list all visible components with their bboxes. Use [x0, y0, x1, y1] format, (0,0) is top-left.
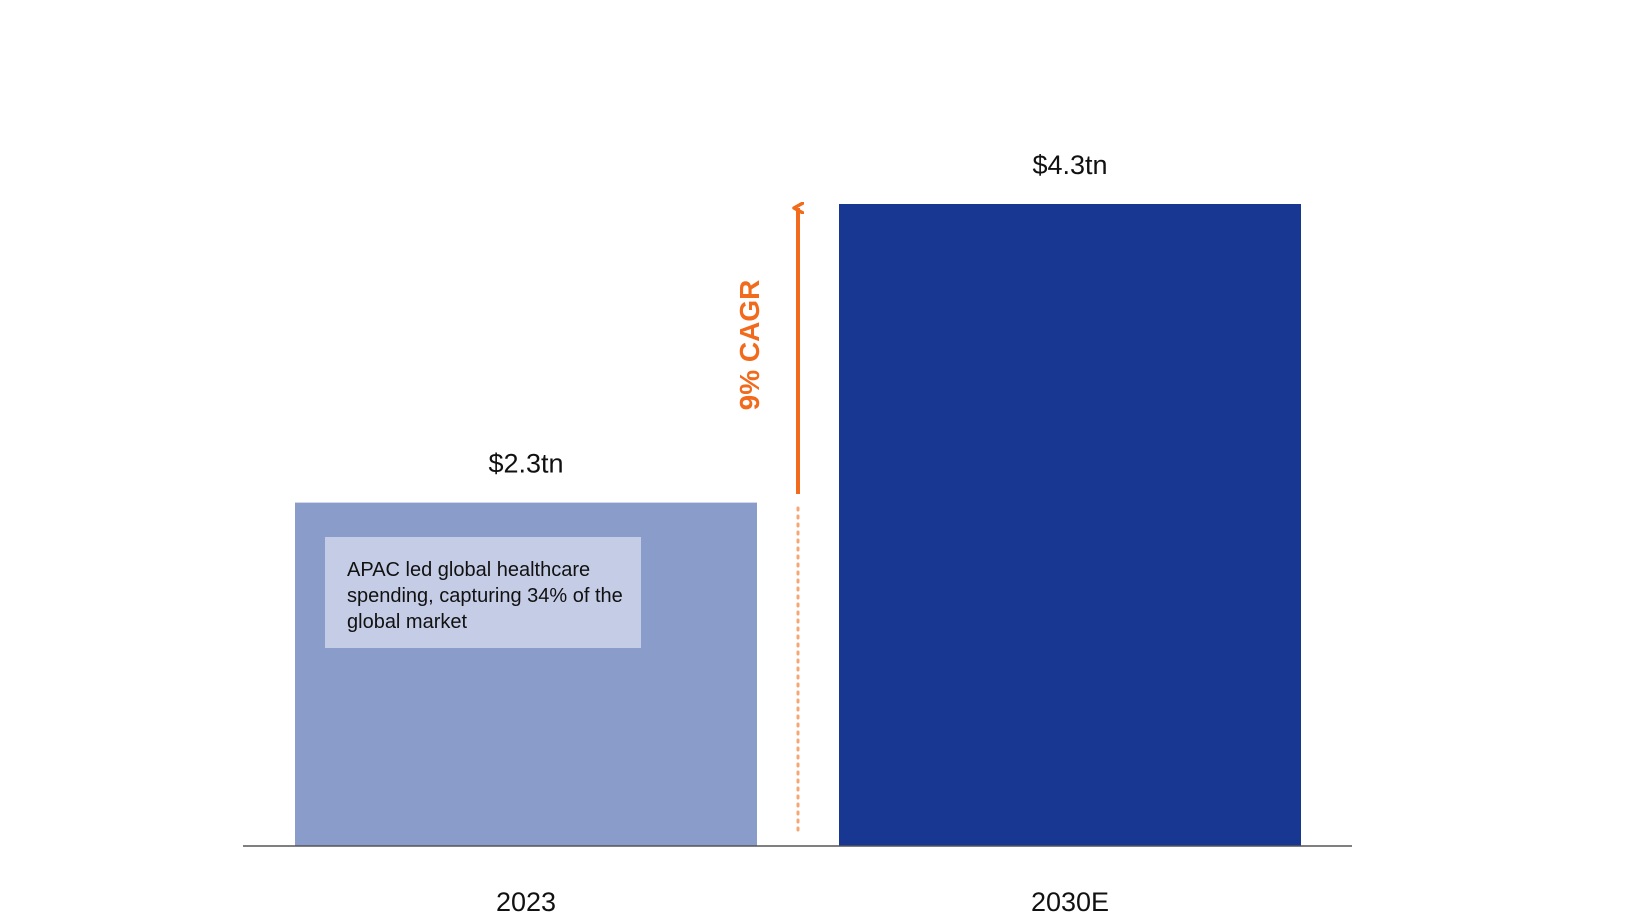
cagr-label: 9% CAGR — [734, 280, 765, 411]
value-label-2023: $2.3tn — [488, 449, 563, 479]
annotation-note-text: APAC led global healthcare spending, cap… — [347, 559, 623, 633]
value-label-2030e: $4.3tn — [1032, 150, 1107, 180]
labels-layer: $2.3tn 2023 $4.3tn 2030E — [488, 150, 1109, 917]
x-tick-label-2030e: 2030E — [1031, 887, 1109, 917]
x-tick-label-2023: 2023 — [496, 887, 556, 917]
bar-2030e — [839, 204, 1301, 846]
annotation-note: APAC led global healthcare spending, cap… — [325, 537, 641, 648]
